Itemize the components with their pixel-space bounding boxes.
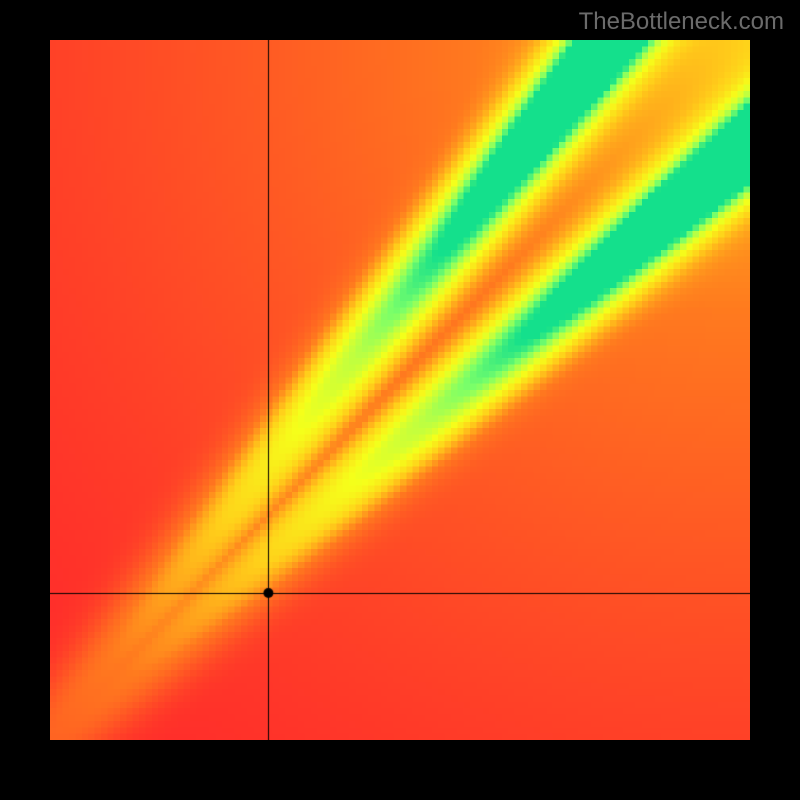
chart-container: TheBottleneck.com: [0, 0, 800, 800]
crosshair-overlay: [50, 40, 750, 740]
watermark-label: TheBottleneck.com: [579, 8, 784, 36]
